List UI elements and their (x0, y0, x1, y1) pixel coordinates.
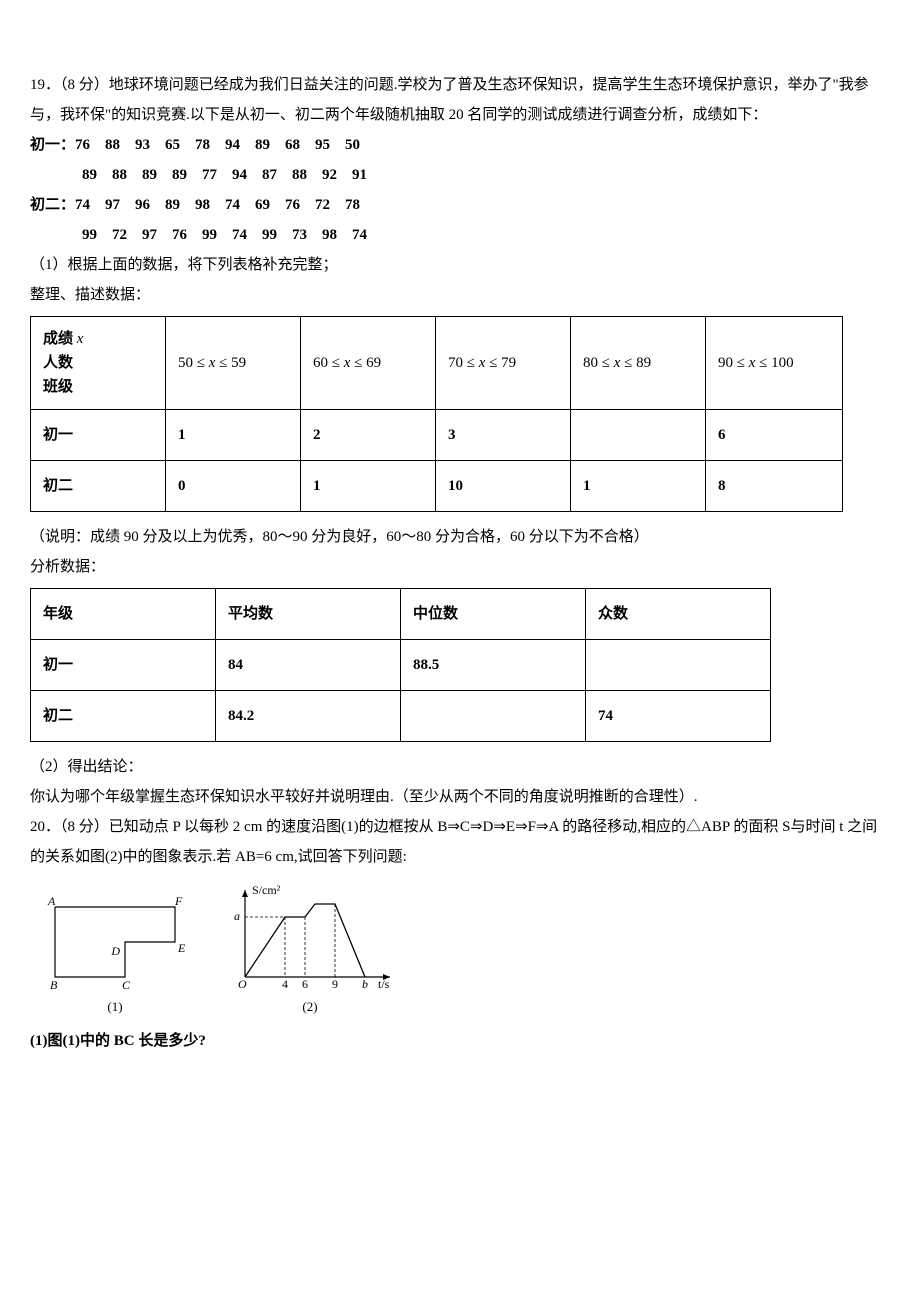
q20-heading: 20．（8 分）已知动点 P 以每秒 2 cm 的速度沿图(1)的边框按从 B⇒… (30, 812, 890, 872)
fig2-b: b (362, 977, 368, 991)
t1-h-line2: 人数 (43, 355, 73, 371)
table-row: 初二 0 1 10 1 8 (31, 461, 843, 512)
table-2: 年级 平均数 中位数 众数 初一 84 88.5 初二 84.2 74 (30, 588, 771, 742)
table-row: 成绩 x 人数 班级 50 ≤ x ≤ 59 60 ≤ x ≤ 69 70 ≤ … (31, 317, 843, 410)
grade2-row2: 99 72 97 76 99 74 99 73 98 74 (30, 220, 890, 250)
t2-r1-c3 (586, 640, 771, 691)
figure-2-col: S/cm² a O 4 6 9 b t/s (2) (220, 882, 400, 1020)
t1-r1-c1: 2 (301, 410, 436, 461)
t1-range-2: 70 ≤ x ≤ 79 (436, 317, 571, 410)
fig1-C: C (122, 978, 131, 992)
grade1-row1: 初一：76 88 93 65 78 94 89 68 95 50 (30, 130, 890, 160)
t1-r2-c4: 8 (706, 461, 843, 512)
fig1-B: B (50, 978, 58, 992)
table-row: 初二 84.2 74 (31, 691, 771, 742)
t1-r2-c2: 10 (436, 461, 571, 512)
table-row: 年级 平均数 中位数 众数 (31, 589, 771, 640)
figure-2-svg: S/cm² a O 4 6 9 b t/s (220, 882, 400, 992)
t2-r2-c2 (401, 691, 586, 742)
table-1: 成绩 x 人数 班级 50 ≤ x ≤ 59 60 ≤ x ≤ 69 70 ≤ … (30, 316, 843, 512)
t1-r1-label: 初一 (31, 410, 166, 461)
q20-q1: (1)图(1)中的 BC 长是多少? (30, 1026, 890, 1056)
t1-h-line3: 班级 (43, 379, 73, 395)
t2-r2-c0: 初二 (31, 691, 216, 742)
fig2-ylabel: S/cm² (252, 883, 281, 897)
q19-heading: 19．（8 分）地球环境问题已经成为我们日益关注的问题.学校为了普及生态环保知识… (30, 70, 890, 130)
t2-h3: 众数 (586, 589, 771, 640)
t2-r1-c2: 88.5 (401, 640, 586, 691)
t1-r2-c1: 1 (301, 461, 436, 512)
t2-r2-c3: 74 (586, 691, 771, 742)
t2-h0: 年级 (31, 589, 216, 640)
figure-row: A F E D C B (1) S/cm² a O (30, 882, 890, 1020)
t1-r1-c0: 1 (166, 410, 301, 461)
table-row: 初一 1 2 3 6 (31, 410, 843, 461)
fig2-O: O (238, 977, 247, 991)
fig1-E: E (177, 941, 186, 955)
figure-1-svg: A F E D C B (40, 892, 190, 992)
grade2-data1: 74 97 96 89 98 74 69 76 72 78 (75, 197, 360, 213)
t1-r2-c0: 0 (166, 461, 301, 512)
t1-range-1: 60 ≤ x ≤ 69 (301, 317, 436, 410)
q19-part1: （1）根据上面的数据，将下列表格补充完整； (30, 250, 890, 280)
t1-r1-c2: 3 (436, 410, 571, 461)
t2-h2: 中位数 (401, 589, 586, 640)
q19-conclusion: 你认为哪个年级掌握生态环保知识水平较好并说明理由.（至少从两个不同的角度说明推断… (30, 782, 890, 812)
q19-part2: （2）得出结论： (30, 752, 890, 782)
figure-1-label: (1) (107, 994, 122, 1020)
grade2-row1: 初二：74 97 96 89 98 74 69 76 72 78 (30, 190, 890, 220)
fig2-t9: 9 (332, 977, 338, 991)
fig2-t6: 6 (302, 977, 308, 991)
t1-r2-label: 初二 (31, 461, 166, 512)
t1-h-var: x (77, 331, 84, 347)
fig1-D: D (110, 944, 120, 958)
t2-r2-c1: 84.2 (216, 691, 401, 742)
t2-r1-c0: 初一 (31, 640, 216, 691)
t1-header-cell: 成绩 x 人数 班级 (31, 317, 166, 410)
t1-r2-c3: 1 (571, 461, 706, 512)
grade1-data1: 76 88 93 65 78 94 89 68 95 50 (75, 137, 360, 153)
grade1-row2: 89 88 89 89 77 94 87 88 92 91 (30, 160, 890, 190)
q19-desc2: 分析数据： (30, 552, 890, 582)
fig2-xlabel: t/s (378, 977, 390, 991)
t2-h1: 平均数 (216, 589, 401, 640)
grade1-label: 初一： (30, 137, 75, 153)
fig2-t4: 4 (282, 977, 288, 991)
figure-1-col: A F E D C B (1) (40, 892, 190, 1020)
q19-desc1: 整理、描述数据： (30, 280, 890, 310)
fig1-A: A (47, 894, 56, 908)
grade2-label: 初二： (30, 197, 75, 213)
table-row: 初一 84 88.5 (31, 640, 771, 691)
t2-r1-c1: 84 (216, 640, 401, 691)
t1-r1-c3 (571, 410, 706, 461)
figure-2-label: (2) (302, 994, 317, 1020)
t1-range-0: 50 ≤ x ≤ 59 (166, 317, 301, 410)
t1-r1-c4: 6 (706, 410, 843, 461)
fig2-a: a (234, 909, 240, 923)
fig1-F: F (174, 894, 183, 908)
q19-note: （说明：成绩 90 分及以上为优秀，80～90 分为良好，60～80 分为合格，… (30, 522, 890, 552)
t1-range-4: 90 ≤ x ≤ 100 (706, 317, 843, 410)
t1-h-line1: 成绩 (43, 331, 77, 347)
t1-range-3: 80 ≤ x ≤ 89 (571, 317, 706, 410)
